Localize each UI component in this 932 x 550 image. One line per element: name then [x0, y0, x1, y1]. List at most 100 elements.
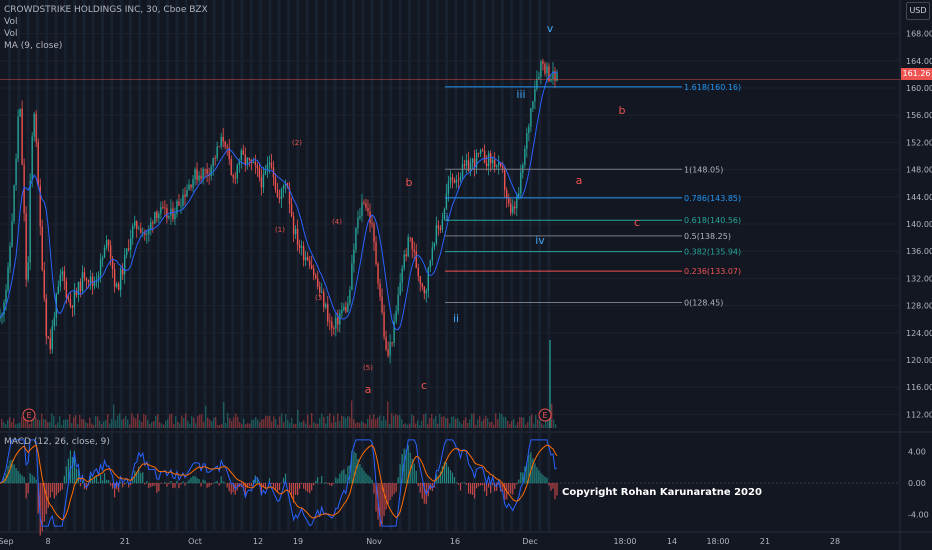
session-band	[296, 0, 300, 532]
macd-histogram-bar	[85, 483, 88, 490]
volume-bar	[429, 418, 431, 428]
macd-histogram-bar	[494, 483, 496, 492]
candle-body	[508, 198, 510, 204]
session-band	[231, 0, 235, 532]
macd-histogram-bar	[443, 462, 445, 484]
volume-bar	[13, 418, 15, 428]
candle-body	[99, 259, 102, 275]
volume-bar	[373, 414, 375, 428]
volume-bar	[257, 419, 259, 428]
candle-body	[83, 272, 86, 279]
session-band	[324, 0, 328, 532]
session-band	[314, 0, 318, 532]
macd-histogram-bar	[399, 464, 401, 484]
vol-legend-1[interactable]: Vol	[4, 17, 18, 27]
volume-bar	[525, 424, 527, 428]
candle-body	[483, 150, 486, 164]
candle-body	[130, 238, 132, 250]
candle-body	[206, 169, 208, 174]
price-tick-label: 128.00	[906, 302, 932, 311]
candle-body	[473, 158, 476, 168]
macd-histogram-bar	[556, 483, 558, 496]
candle-body	[69, 299, 72, 306]
session-band	[361, 0, 365, 532]
macd-histogram-bar	[367, 475, 369, 484]
macd-histogram-bar	[79, 483, 82, 487]
candle-body	[512, 206, 514, 213]
volume-bar	[265, 415, 267, 428]
candle-body	[315, 275, 317, 279]
vol-legend-2[interactable]: Vol	[4, 29, 18, 39]
macd-histogram-bar	[37, 483, 39, 514]
candle-body	[379, 283, 381, 297]
ma-legend[interactable]: MA (9, close)	[4, 41, 63, 51]
volume-bar	[509, 423, 511, 428]
volume-bar	[77, 424, 79, 428]
macd-histogram-bar	[29, 473, 31, 484]
volume-bar	[305, 423, 307, 428]
macd-histogram-bar	[512, 483, 514, 495]
candle-body	[447, 182, 450, 194]
volume-bar	[331, 422, 333, 428]
session-band	[194, 0, 197, 532]
volume-bar	[555, 424, 557, 428]
candle-body	[81, 272, 84, 292]
currency-button[interactable]: USD	[906, 2, 930, 20]
candle-body	[459, 176, 462, 181]
volume-bar	[93, 424, 95, 428]
volume-bar	[469, 419, 471, 428]
volume-bar	[131, 413, 133, 428]
volume-bar	[491, 421, 493, 428]
volume-bar	[495, 413, 497, 428]
macd-histogram-bar	[230, 483, 232, 495]
price-tick-label: 148.00	[906, 166, 932, 175]
volume-bar	[553, 419, 555, 428]
volume-bar	[225, 422, 227, 428]
volume-bar	[3, 422, 5, 428]
candle-body	[552, 70, 554, 79]
volume-bar	[367, 418, 369, 428]
macd-histogram-bar	[299, 483, 301, 489]
candle-body	[210, 166, 212, 176]
macd-histogram-bar	[95, 476, 98, 484]
macd-histogram-bar	[138, 466, 140, 484]
symbol-title[interactable]: CROWDSTRIKE HOLDINGS INC, 30, Cboe BZX	[4, 5, 208, 15]
candle-body	[502, 166, 504, 171]
fib-level-label: 1.618(160.16)	[684, 83, 741, 92]
macd-legend[interactable]: MACD (12, 26, close, 9)	[4, 437, 110, 447]
volume-bar	[231, 421, 233, 428]
volume-bar	[141, 422, 143, 428]
candle-body	[359, 215, 361, 218]
volume-bar	[203, 422, 205, 428]
macd-histogram-bar	[116, 483, 118, 490]
candle-body	[538, 76, 540, 79]
volume-bar	[127, 419, 129, 428]
candle-body	[325, 304, 327, 308]
candle-body	[238, 160, 240, 165]
candle-body	[367, 207, 369, 212]
volume-bar	[471, 413, 473, 428]
macd-histogram-bar	[206, 483, 208, 488]
volume-bar	[519, 417, 521, 428]
volume-bar	[251, 420, 253, 428]
fib-level-label: 0.382(135.94)	[684, 248, 741, 257]
wave-label: c	[634, 216, 640, 229]
macd-histogram-bar	[522, 472, 524, 484]
macd-histogram-bar	[379, 483, 381, 527]
candle-body	[504, 170, 506, 191]
volume-bar	[11, 422, 13, 428]
macd-histogram-bar	[107, 480, 110, 484]
candle-body	[475, 152, 478, 168]
price-tick-label: 168.00	[906, 30, 932, 39]
macd-histogram-bar	[554, 483, 556, 500]
candle-body	[294, 228, 297, 235]
volume-bar	[97, 416, 99, 428]
macd-histogram-bar	[202, 479, 204, 484]
volume-bar	[201, 414, 203, 428]
macd-histogram-bar	[188, 479, 190, 484]
volume-bar	[25, 418, 27, 428]
volume-bar	[337, 413, 339, 428]
candle-body	[435, 225, 438, 244]
candle-body	[497, 162, 500, 166]
